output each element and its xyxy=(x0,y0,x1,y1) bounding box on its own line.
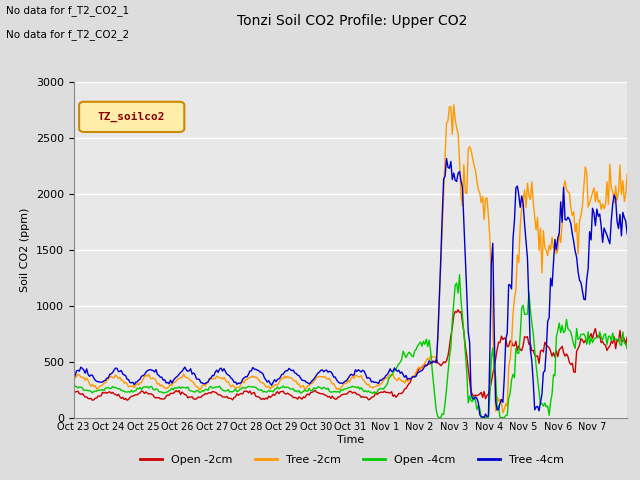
FancyBboxPatch shape xyxy=(79,102,184,132)
Text: Tonzi Soil CO2 Profile: Upper CO2: Tonzi Soil CO2 Profile: Upper CO2 xyxy=(237,14,467,28)
Text: No data for f_T2_CO2_1: No data for f_T2_CO2_1 xyxy=(6,5,129,16)
Y-axis label: Soil CO2 (ppm): Soil CO2 (ppm) xyxy=(20,207,30,292)
Legend: Open -2cm, Tree -2cm, Open -4cm, Tree -4cm: Open -2cm, Tree -2cm, Open -4cm, Tree -4… xyxy=(136,451,568,469)
X-axis label: Time: Time xyxy=(337,435,364,445)
Text: No data for f_T2_CO2_2: No data for f_T2_CO2_2 xyxy=(6,29,129,40)
Text: TZ_soilco2: TZ_soilco2 xyxy=(98,112,166,122)
